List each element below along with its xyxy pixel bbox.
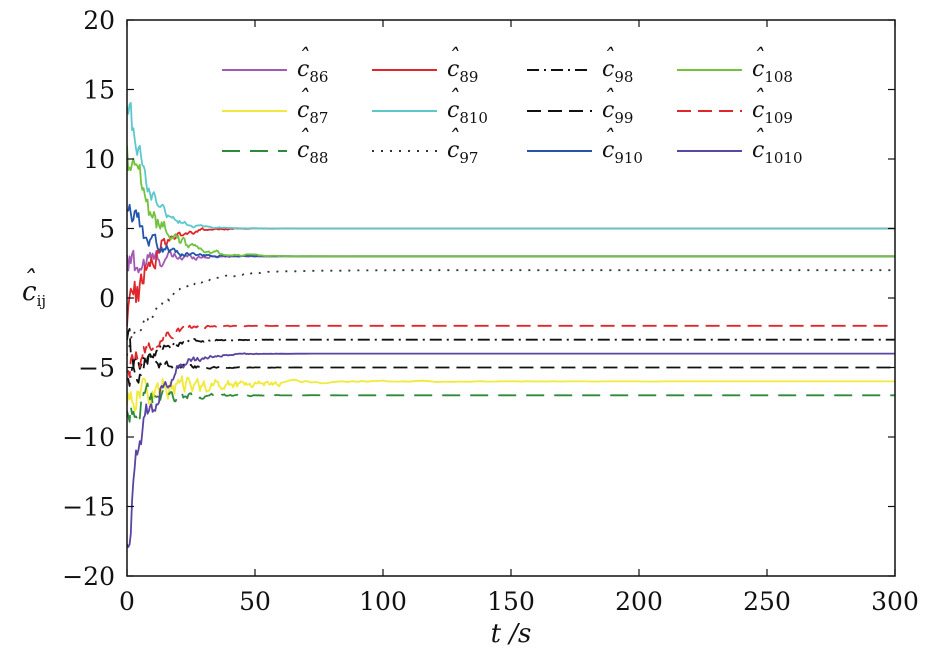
legend-hat: ˆ (753, 127, 764, 152)
y-tick-label: 5 (99, 215, 115, 244)
legend-hat: ˆ (298, 46, 309, 71)
legend-hat: ˆ (298, 87, 309, 112)
y-tick-label: 10 (83, 145, 115, 174)
legend-hat: ˆ (603, 87, 614, 112)
series-line-97 (127, 269, 895, 356)
y-tick-label: −5 (78, 354, 115, 383)
y-tick-label: −15 (62, 493, 115, 522)
legend-hat: ˆ (753, 46, 764, 71)
legend-hat: ˆ (603, 46, 614, 71)
series-line-98 (127, 338, 895, 387)
plot-frame (126, 19, 896, 577)
series-line-89 (127, 227, 895, 327)
legend-label: c1010 (752, 138, 803, 167)
legend-hat: ˆ (753, 87, 764, 112)
series-line-1010 (127, 352, 895, 548)
x-tick-label: 250 (743, 587, 791, 616)
legend-hat: ˆ (298, 127, 309, 152)
legend-hat: ˆ (448, 87, 459, 112)
series-layer (127, 101, 895, 548)
ticks-layer: 0 50 100 150 200 250 300 −20 −15 −10 −5 0 5 10 15 20 (62, 6, 919, 616)
y-axis-label: cij (22, 277, 46, 310)
y-axis-hat: ˆ (23, 266, 36, 296)
y-tick-label: 15 (83, 76, 115, 105)
x-tick-label: 300 (871, 587, 919, 616)
x-tick-label: 50 (239, 587, 271, 616)
series-line-910 (127, 203, 895, 258)
y-tick-label: −20 (62, 562, 115, 591)
x-tick-label: 200 (615, 587, 663, 616)
x-tick-label: 150 (487, 587, 535, 616)
series-line-86 (127, 249, 895, 274)
series-line-810 (127, 101, 895, 230)
x-tick-label: 0 (119, 587, 135, 616)
x-tick-label: 100 (359, 587, 407, 616)
series-line-108 (127, 145, 895, 258)
legend-hat: ˆ (448, 46, 459, 71)
legend-hat: ˆ (603, 127, 614, 152)
series-line-88 (127, 382, 895, 423)
series-line-109 (127, 324, 895, 379)
series-line-99 (127, 327, 895, 384)
x-axis-label: t /s (491, 619, 532, 649)
series-line-87 (127, 375, 895, 412)
y-tick-label: 20 (83, 6, 115, 35)
y-tick-label: −10 (62, 423, 115, 452)
legend-hat: ˆ (448, 127, 459, 152)
y-tick-label: 0 (99, 284, 115, 313)
